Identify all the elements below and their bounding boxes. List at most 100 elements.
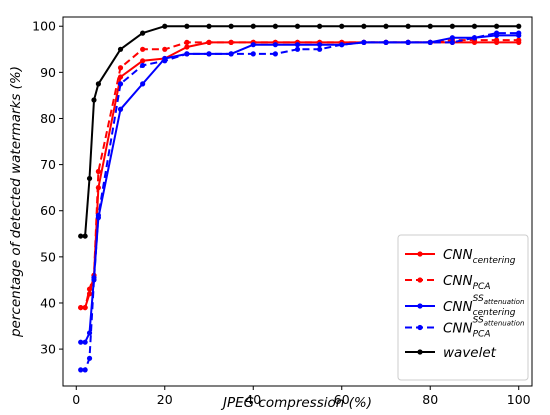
data-point <box>117 65 124 71</box>
x-tick-label: 80 <box>422 392 438 407</box>
data-point <box>86 175 93 182</box>
data-point <box>95 212 101 218</box>
series-layer <box>78 23 522 373</box>
data-point <box>140 62 146 69</box>
legend-superscript: SSattenuation <box>473 316 525 328</box>
data-point <box>228 51 234 57</box>
data-point <box>317 23 323 29</box>
series-line <box>80 39 519 309</box>
data-point <box>427 39 433 45</box>
y-axis: 30 40 50 60 70 80 90 100 <box>32 19 63 357</box>
x-tick-label: 20 <box>157 392 173 407</box>
x-axis-label: JPEG compression (%) <box>220 395 372 411</box>
data-point <box>162 46 168 52</box>
data-point <box>162 23 168 29</box>
data-point <box>383 23 389 29</box>
data-point <box>140 46 146 52</box>
legend-subscript: centering <box>473 256 516 266</box>
data-point <box>471 35 478 41</box>
legend-box <box>397 234 529 381</box>
x-axis: 0 20 40 60 80 100 <box>72 386 531 407</box>
data-point <box>117 106 124 112</box>
data-point <box>339 42 345 48</box>
data-point <box>91 97 97 103</box>
data-point <box>86 330 93 336</box>
data-point <box>317 46 323 52</box>
data-point <box>117 46 124 52</box>
series-line <box>80 25 519 238</box>
data-point <box>361 23 367 29</box>
data-point <box>228 23 234 29</box>
data-point <box>449 39 455 45</box>
data-point <box>184 51 190 57</box>
data-point <box>206 51 212 57</box>
data-point <box>449 23 455 29</box>
data-point <box>516 37 522 43</box>
data-point <box>250 51 256 57</box>
y-tick-label: 40 <box>40 295 56 310</box>
data-point <box>78 339 84 345</box>
data-point <box>82 233 88 239</box>
data-point <box>317 42 323 48</box>
data-point <box>272 23 278 29</box>
legend-label: wavelet <box>443 345 497 361</box>
y-tick-label: 60 <box>40 203 56 218</box>
data-point <box>184 44 190 50</box>
data-point <box>78 367 84 373</box>
legend-marker <box>417 303 423 309</box>
data-point <box>405 39 411 45</box>
data-point <box>494 30 500 36</box>
y-axis-label: percentage of detected watermarks (%) <box>8 66 24 338</box>
y-tick-label: 50 <box>40 249 56 264</box>
data-point <box>86 355 93 361</box>
data-point <box>86 286 93 292</box>
y-tick-label: 90 <box>40 65 56 80</box>
x-tick-label: 40 <box>245 392 261 407</box>
data-point <box>91 277 97 283</box>
series-4 <box>78 30 522 373</box>
data-point <box>206 39 212 45</box>
data-point <box>294 42 301 48</box>
data-point <box>405 23 411 29</box>
x-tick-label: 0 <box>72 392 80 407</box>
data-point <box>140 58 146 64</box>
y-tick-label: 100 <box>32 19 56 34</box>
data-point <box>250 42 256 48</box>
plot-frame <box>62 16 533 387</box>
data-point <box>82 304 88 311</box>
legend-label: CNN <box>443 299 473 315</box>
data-point <box>494 23 500 29</box>
legend-label: CNN <box>443 273 473 289</box>
data-point <box>82 339 88 345</box>
data-point <box>516 30 522 36</box>
data-point <box>361 39 367 45</box>
x-tick-label: 100 <box>507 392 531 407</box>
data-point <box>78 233 84 239</box>
data-point <box>250 23 256 29</box>
legend-label: CNN <box>443 321 473 337</box>
data-point <box>294 23 301 29</box>
data-point <box>184 39 190 45</box>
data-point <box>184 23 190 29</box>
data-point <box>516 23 522 29</box>
data-point <box>494 37 500 43</box>
data-point <box>449 35 455 41</box>
data-point <box>272 51 278 57</box>
data-point <box>117 81 124 87</box>
data-point <box>294 46 301 52</box>
data-point <box>162 58 168 64</box>
data-point <box>140 30 146 36</box>
legend-label: CNN <box>443 247 473 263</box>
legend-marker <box>417 277 423 283</box>
legend-marker <box>417 349 423 355</box>
series-line <box>80 32 519 371</box>
data-point <box>427 23 433 29</box>
legend-subscript: centering <box>473 308 516 318</box>
data-point <box>95 168 101 175</box>
data-point <box>272 42 278 48</box>
series-5 <box>78 23 522 239</box>
data-point <box>82 367 88 373</box>
data-point <box>383 39 389 45</box>
data-point <box>206 23 212 29</box>
